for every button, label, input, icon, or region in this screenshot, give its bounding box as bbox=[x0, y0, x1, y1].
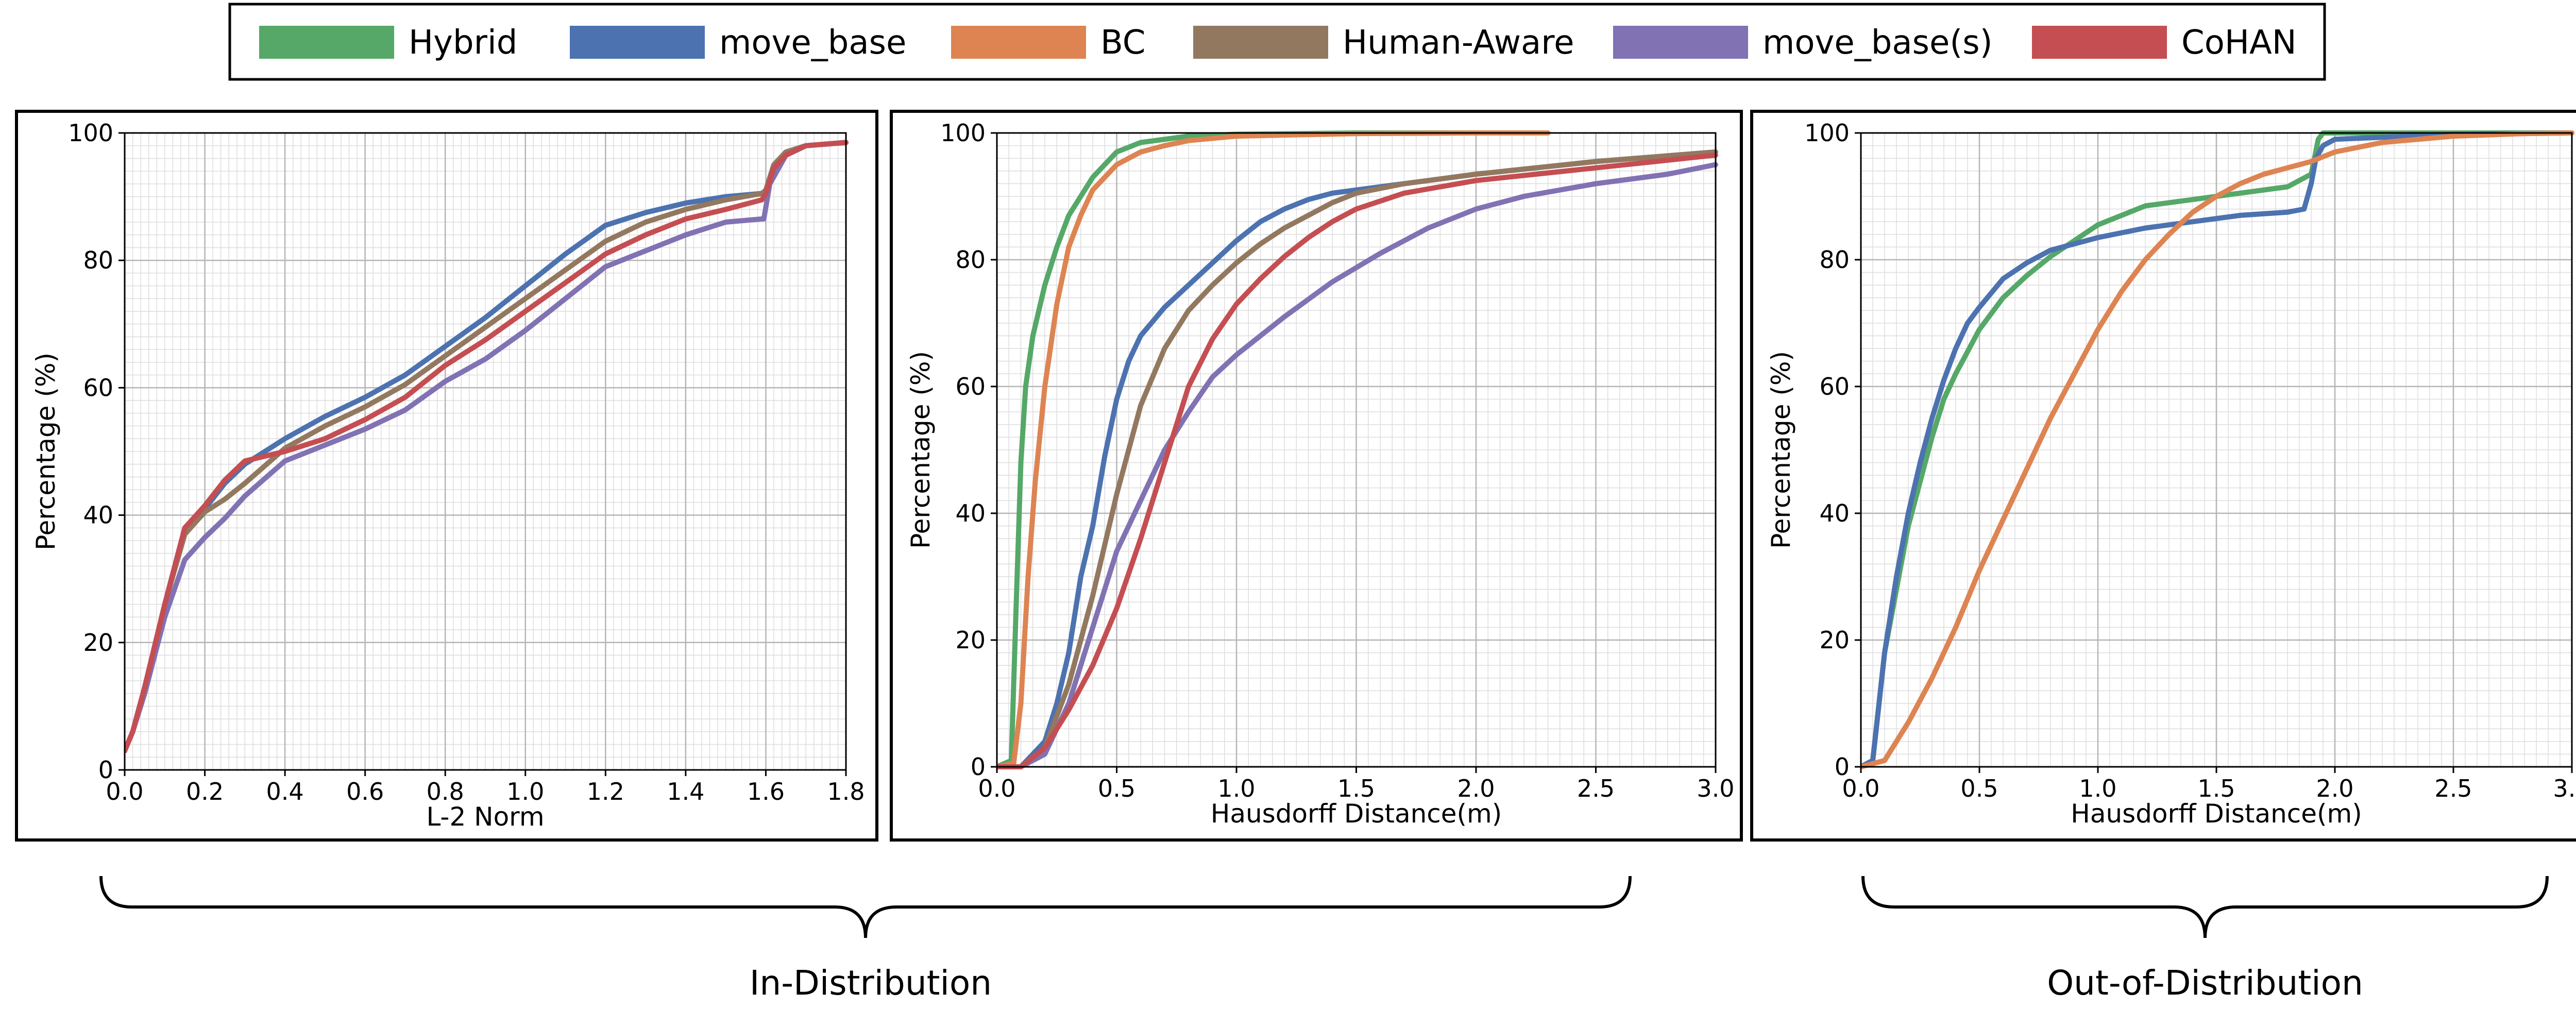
y-tick-label: 100 bbox=[68, 119, 113, 147]
legend-label: move_base bbox=[719, 24, 906, 62]
y-tick-label: 0 bbox=[1835, 753, 1850, 781]
x-tick-label: 1.0 bbox=[506, 778, 544, 805]
legend-swatch bbox=[1193, 26, 1328, 59]
ticks: 0.0 0.5 1.0 1.5 2.0 2.5 3.0 0 20 40 60 80 100 bbox=[940, 119, 1734, 802]
legend-items: Hybrid move_base BC Human-Aware move_base(s)… bbox=[259, 24, 2297, 62]
series-line-move-base-s- bbox=[997, 162, 1718, 769]
x-axis-label: Hausdorff Distance(m) bbox=[2071, 799, 2362, 829]
x-tick-label: 0.2 bbox=[186, 778, 224, 805]
ticks: 0.0 0.5 1.0 1.5 2.0 2.5 3.0 0 20 40 60 80 100 bbox=[1804, 119, 2576, 802]
series-line-bc bbox=[997, 130, 1551, 769]
legend-item-2: BC bbox=[951, 24, 1145, 62]
legend-label: move_base(s) bbox=[1762, 24, 1993, 62]
legend-swatch bbox=[951, 26, 1086, 59]
legend-item-5: CoHAN bbox=[2032, 24, 2297, 62]
axes-spines bbox=[124, 132, 847, 771]
x-tick-label: 2.0 bbox=[1457, 775, 1495, 802]
x-tick-label: 1.2 bbox=[587, 778, 624, 805]
x-tick-label: 1.5 bbox=[2197, 775, 2235, 802]
x-tick-label: 1.4 bbox=[667, 778, 704, 805]
y-tick-label: 20 bbox=[1819, 626, 1850, 654]
x-tick-label: 2.5 bbox=[1577, 775, 1615, 802]
series-group bbox=[125, 140, 849, 753]
legend-swatch bbox=[570, 26, 705, 59]
y-tick-label: 20 bbox=[955, 626, 986, 654]
legend-label: BC bbox=[1100, 24, 1145, 62]
legend: Hybrid move_base BC Human-Aware move_base(s)… bbox=[228, 3, 2326, 81]
legend-swatch bbox=[1613, 26, 1748, 59]
ticks: 0.0 0.2 0.4 0.6 0.8 1.0 1.2 1.4 1.6 1.8 0 20 40 60 80 1… bbox=[68, 119, 865, 805]
legend-label: CoHAN bbox=[2181, 24, 2297, 62]
legend-swatch bbox=[2032, 26, 2167, 59]
series-line-move-base-s- bbox=[125, 140, 849, 753]
y-tick-label: 80 bbox=[83, 246, 113, 274]
legend-swatch bbox=[259, 26, 394, 59]
series-group bbox=[997, 130, 1718, 769]
legend-item-3: Human-Aware bbox=[1193, 24, 1574, 62]
y-axis-label: Percentage (%) bbox=[1766, 351, 1796, 549]
x-tick-label: 1.5 bbox=[1337, 775, 1375, 802]
group-label-out-of-distribution: Out-of-Distribution bbox=[2047, 963, 2363, 1003]
brace-in-distribution: In-Distribution bbox=[99, 876, 1632, 1003]
grid bbox=[1860, 132, 2573, 768]
series-group bbox=[1861, 130, 2574, 769]
y-tick-label: 100 bbox=[940, 119, 986, 147]
x-tick-label: 0.4 bbox=[266, 778, 304, 805]
x-tick-label: 1.6 bbox=[747, 778, 785, 805]
x-tick-label: 1.0 bbox=[1217, 775, 1255, 802]
series-line-move-base bbox=[1861, 130, 2574, 769]
x-tick-label: 0.0 bbox=[1842, 775, 1879, 802]
x-tick-label: 3.0 bbox=[2553, 775, 2576, 802]
y-tick-label: 40 bbox=[83, 501, 113, 529]
series-line-human-aware bbox=[997, 149, 1718, 769]
y-tick-label: 20 bbox=[83, 629, 113, 657]
series-line-cohan bbox=[997, 153, 1718, 769]
y-axis-label: Percentage (%) bbox=[906, 351, 936, 549]
x-tick-label: 2.0 bbox=[2316, 775, 2353, 802]
y-tick-label: 60 bbox=[955, 373, 986, 400]
y-axis-label: Percentage (%) bbox=[31, 352, 61, 550]
brace-out-of-distribution: Out-of-Distribution bbox=[1861, 876, 2549, 1003]
x-tick-label: 2.5 bbox=[2434, 775, 2472, 802]
x-axis-label: Hausdorff Distance(m) bbox=[1211, 799, 1502, 829]
y-tick-label: 60 bbox=[1819, 373, 1850, 400]
x-tick-label: 0.6 bbox=[346, 778, 384, 805]
series-line-cohan bbox=[125, 140, 849, 753]
x-tick-label: 0.0 bbox=[978, 775, 1015, 802]
y-tick-label: 40 bbox=[1819, 499, 1850, 527]
y-tick-label: 40 bbox=[955, 499, 986, 527]
y-tick-label: 80 bbox=[1819, 246, 1850, 274]
x-tick-label: 1.0 bbox=[2079, 775, 2116, 802]
x-tick-label: 1.8 bbox=[827, 778, 865, 805]
legend-item-0: Hybrid bbox=[259, 24, 517, 62]
panel-hausdorff-out-of-distribution: 0.0 0.5 1.0 1.5 2.0 2.5 3.0 0 20 40 60 80 100 Hausdor… bbox=[1750, 110, 2576, 842]
legend-label: Hybrid bbox=[409, 24, 517, 62]
series-line-bc bbox=[1861, 130, 2574, 769]
group-label-in-distribution: In-Distribution bbox=[750, 963, 992, 1003]
x-tick-label: 3.0 bbox=[1697, 775, 1734, 802]
brace-out-of-distribution-shape bbox=[1861, 876, 2549, 938]
legend-item-1: move_base bbox=[570, 24, 906, 62]
x-tick-label: 0.0 bbox=[106, 778, 143, 805]
legend-label: Human-Aware bbox=[1343, 24, 1574, 62]
series-line-hybrid bbox=[1861, 130, 2574, 769]
y-tick-label: 0 bbox=[971, 753, 986, 781]
brace-in-distribution-shape bbox=[99, 876, 1632, 938]
y-tick-label: 80 bbox=[955, 246, 986, 274]
y-tick-label: 60 bbox=[83, 374, 113, 401]
panel-hausdorff-in-distribution: 0.0 0.5 1.0 1.5 2.0 2.5 3.0 0 20 40 60 80 100 Hausdor… bbox=[890, 110, 1743, 842]
x-tick-label: 0.8 bbox=[427, 778, 464, 805]
x-tick-label: 0.5 bbox=[1098, 775, 1136, 802]
x-tick-label: 0.5 bbox=[1960, 775, 1998, 802]
y-tick-label: 100 bbox=[1804, 119, 1850, 147]
panel-l2-norm-in-distribution: 0.0 0.2 0.4 0.6 0.8 1.0 1.2 1.4 1.6 1.8 0 20 40 60 80 1… bbox=[15, 110, 878, 842]
x-axis-label: L-2 Norm bbox=[426, 802, 544, 832]
legend-item-4: move_base(s) bbox=[1613, 24, 1993, 62]
y-tick-label: 0 bbox=[98, 756, 113, 784]
